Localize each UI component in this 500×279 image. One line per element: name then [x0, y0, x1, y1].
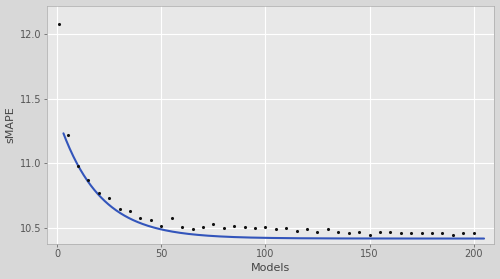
Point — [168, 216, 175, 220]
Point — [84, 178, 92, 182]
Point — [262, 225, 270, 229]
Point — [334, 230, 342, 234]
Point — [396, 231, 404, 235]
Point — [303, 227, 311, 232]
Point — [438, 231, 446, 235]
Point — [282, 226, 290, 230]
Point — [386, 230, 394, 234]
Point — [324, 227, 332, 232]
Point — [188, 227, 196, 232]
Point — [56, 21, 64, 26]
Point — [314, 230, 322, 234]
Point — [178, 225, 186, 229]
Point — [418, 231, 426, 235]
Point — [240, 225, 248, 229]
Point — [292, 229, 300, 233]
Point — [74, 164, 82, 168]
Point — [220, 226, 228, 230]
Point — [64, 133, 72, 137]
Point — [230, 223, 238, 228]
Point — [147, 218, 155, 223]
Point — [105, 196, 113, 201]
Point — [407, 231, 415, 235]
Point — [449, 232, 457, 237]
Point — [428, 231, 436, 235]
Point — [116, 206, 124, 211]
Point — [459, 231, 467, 235]
Point — [470, 231, 478, 235]
Point — [199, 225, 207, 229]
Point — [95, 191, 103, 196]
Point — [126, 209, 134, 214]
Point — [344, 231, 352, 235]
Point — [158, 223, 166, 228]
Y-axis label: sMAPE: sMAPE — [6, 106, 16, 143]
Point — [210, 222, 218, 227]
Point — [376, 230, 384, 234]
Point — [251, 226, 259, 230]
Point — [366, 232, 374, 237]
X-axis label: Models: Models — [251, 263, 290, 273]
Point — [136, 216, 144, 220]
Point — [355, 230, 363, 234]
Point — [272, 227, 280, 232]
